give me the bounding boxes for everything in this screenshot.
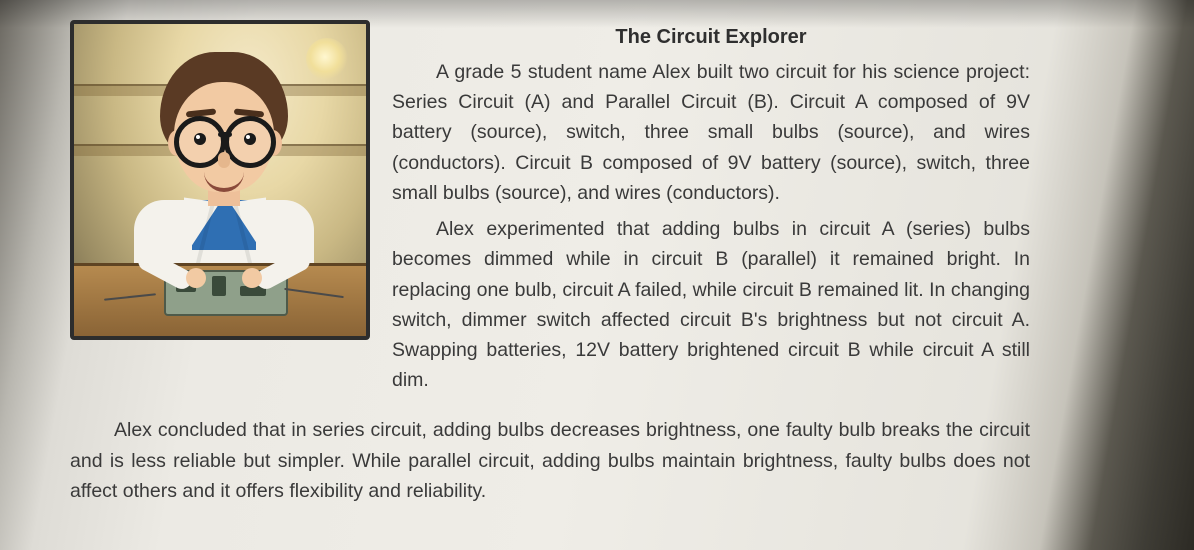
paragraph-1: A grade 5 student name Alex built two ci… <box>392 57 1030 208</box>
eye <box>194 133 206 145</box>
illustration <box>70 20 370 340</box>
text-column: The Circuit Explorer A grade 5 student n… <box>392 20 1030 401</box>
paragraph-2: Alex experimented that adding bulbs in c… <box>392 214 1030 395</box>
article-title: The Circuit Explorer <box>392 22 1030 53</box>
nose <box>218 152 230 168</box>
content-area: The Circuit Explorer A grade 5 student n… <box>70 20 1030 526</box>
glasses-bridge <box>218 132 232 137</box>
eye <box>244 133 256 145</box>
hand <box>242 268 262 288</box>
chip <box>212 276 226 296</box>
lens <box>224 116 276 168</box>
hand <box>186 268 206 288</box>
top-row: The Circuit Explorer A grade 5 student n… <box>70 20 1030 401</box>
paragraph-3: Alex concluded that in series circuit, a… <box>70 415 1030 506</box>
lamp-glow <box>306 38 348 80</box>
